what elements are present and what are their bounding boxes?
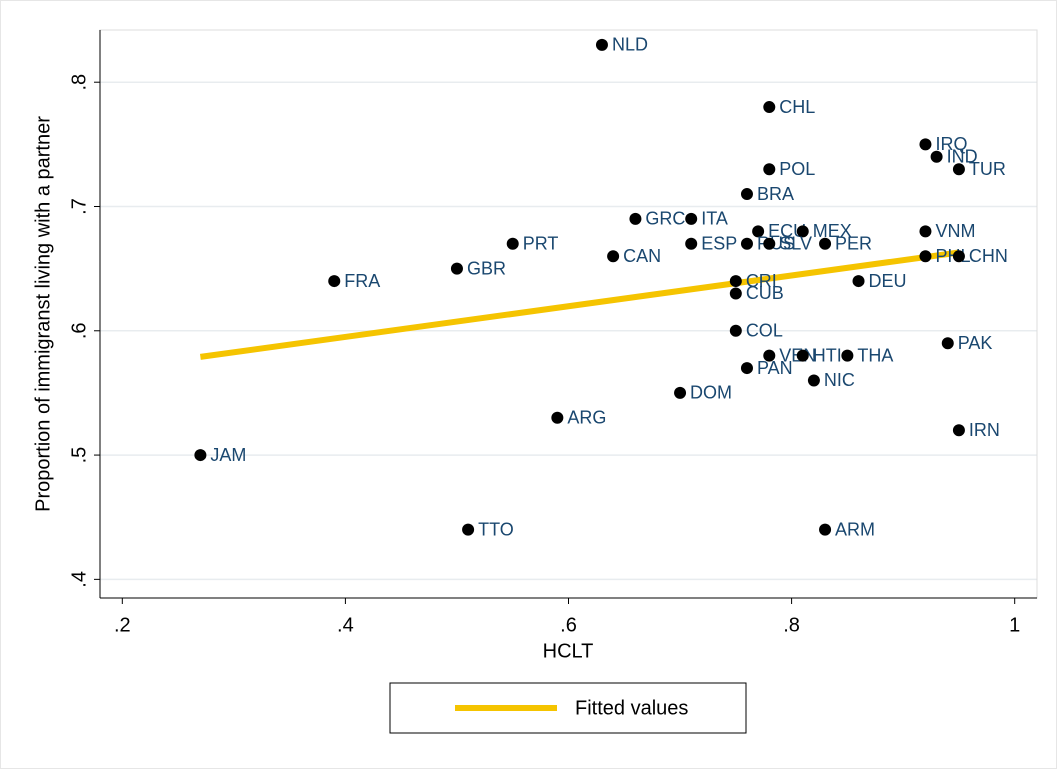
point (763, 349, 776, 362)
point (729, 275, 742, 288)
y-tick-label: .8 (68, 74, 90, 91)
point-label: SLV (779, 234, 812, 254)
point (729, 324, 742, 337)
point (930, 150, 943, 163)
point-label: VNM (935, 221, 975, 241)
point (796, 349, 809, 362)
legend (389, 682, 747, 734)
point-label: CUB (746, 283, 784, 303)
point (852, 275, 865, 288)
point (919, 225, 932, 238)
point-label: THA (857, 345, 893, 365)
point-label: MEX (813, 221, 852, 241)
point (841, 349, 854, 362)
point (729, 287, 742, 300)
point (551, 411, 564, 424)
fitted-line (199, 249, 960, 360)
point-label: PAK (958, 333, 993, 353)
point-label: CAN (623, 246, 661, 266)
point (740, 362, 753, 375)
point-label: IRN (969, 420, 1000, 440)
point (819, 237, 832, 250)
point-label: IND (947, 147, 978, 167)
point (941, 337, 954, 350)
point (462, 523, 475, 536)
y-tick-label: .6 (68, 322, 90, 339)
y-tick-label: .4 (68, 571, 90, 588)
point (506, 237, 519, 250)
point-label: DOM (690, 383, 732, 403)
point-label: PRT (523, 234, 559, 254)
x-tick-label: .8 (783, 614, 800, 636)
point-label: NLD (612, 35, 648, 55)
x-tick-label: .6 (560, 614, 577, 636)
point (752, 225, 765, 238)
point (919, 138, 932, 151)
point (450, 262, 463, 275)
point (685, 212, 698, 225)
point-label: TTO (478, 519, 514, 539)
point-label: JAM (210, 445, 246, 465)
point-label: COL (746, 321, 783, 341)
point-label: PAN (757, 358, 793, 378)
point (796, 225, 809, 238)
point (740, 237, 753, 250)
point-label: POL (779, 159, 815, 179)
point (607, 250, 620, 263)
point (685, 237, 698, 250)
point (629, 212, 642, 225)
point-label: ECU (768, 221, 806, 241)
point-label: CRI (746, 271, 777, 291)
point (740, 188, 753, 201)
point-label: ARM (835, 519, 875, 539)
point-label: FRA (344, 271, 380, 291)
point (952, 424, 965, 437)
point (919, 250, 932, 263)
point-label: NIC (824, 370, 855, 390)
point (194, 449, 207, 462)
point-label: PER (835, 234, 872, 254)
point-label: ESP (701, 234, 737, 254)
point (763, 237, 776, 250)
x-axis-title: HCLT (543, 640, 594, 662)
point-label: GBR (467, 258, 506, 278)
y-tick-label: .5 (68, 447, 90, 464)
point-label: CHL (779, 97, 815, 117)
x-tick-label: 1 (1009, 614, 1020, 636)
point (595, 38, 608, 51)
point-label: ITA (701, 209, 728, 229)
point-label: IRQ (935, 134, 967, 154)
point-label: BRA (757, 184, 794, 204)
point-label: ARG (567, 408, 606, 428)
x-tick-label: .2 (114, 614, 131, 636)
point-label: TUR (969, 159, 1006, 179)
point-label: GRC (645, 209, 685, 229)
point (807, 374, 820, 387)
x-tick-label: .4 (337, 614, 354, 636)
point (952, 163, 965, 176)
point (674, 386, 687, 399)
point-label: HTI (813, 345, 842, 365)
point (763, 163, 776, 176)
legend-label: Fitted values (575, 697, 688, 719)
point (763, 101, 776, 114)
point (328, 275, 341, 288)
point (952, 250, 965, 263)
point-label: DEU (869, 271, 907, 291)
y-axis-title: Proportion of immigranst living with a p… (32, 116, 54, 512)
point-label: CHN (969, 246, 1008, 266)
y-tick-label: .7 (68, 198, 90, 215)
point (819, 523, 832, 536)
